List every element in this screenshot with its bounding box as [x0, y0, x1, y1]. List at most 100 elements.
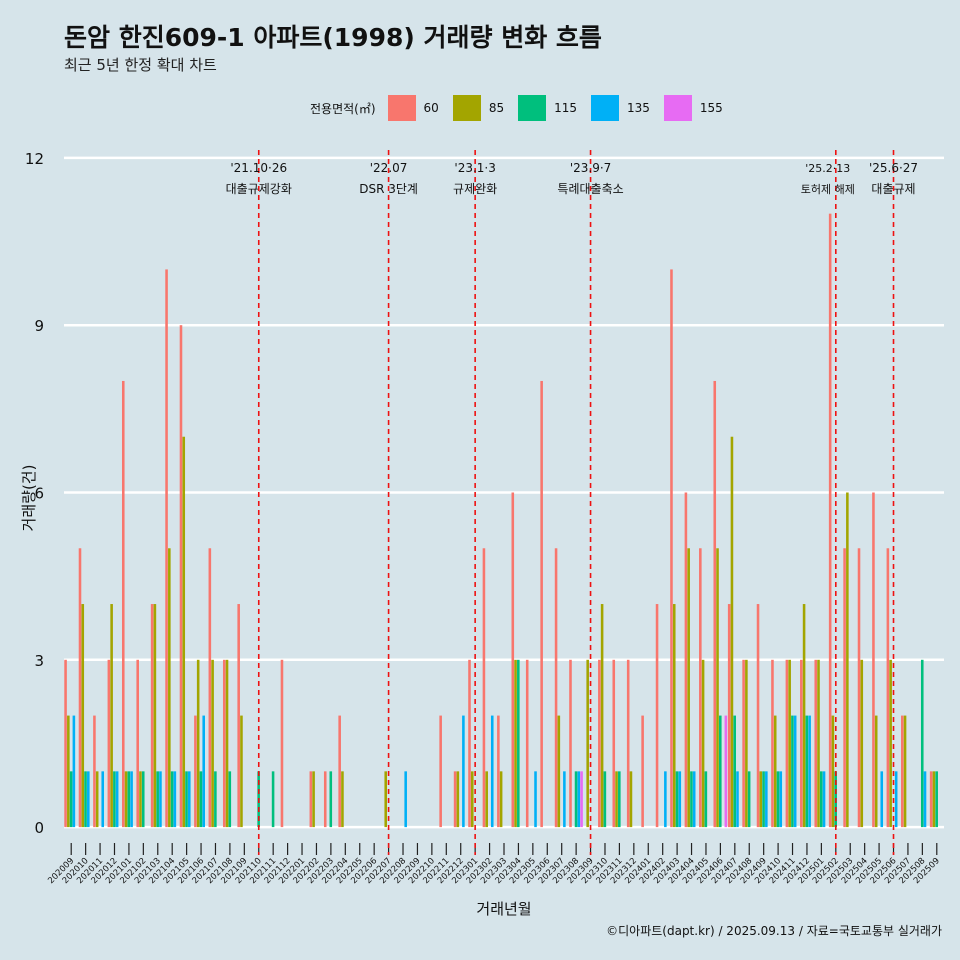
bar — [903, 715, 907, 828]
bar — [93, 715, 96, 828]
event-date: '23.1·3 — [454, 161, 495, 175]
bar — [110, 604, 113, 828]
bar — [580, 771, 583, 828]
event-date: '22.07 — [370, 161, 408, 175]
bar — [773, 715, 777, 828]
bar — [802, 604, 806, 828]
bar — [514, 659, 517, 828]
bar — [788, 659, 791, 828]
bar — [765, 771, 768, 828]
legend-label: 115 — [554, 101, 577, 115]
bar — [240, 715, 243, 828]
bar — [525, 659, 529, 828]
bar — [692, 771, 696, 828]
bar — [67, 715, 70, 828]
bar — [563, 771, 566, 828]
legend-swatch — [387, 95, 416, 121]
bar — [462, 715, 465, 828]
bar — [771, 659, 774, 828]
bar — [874, 715, 878, 828]
bar — [831, 715, 835, 828]
bar — [704, 771, 708, 828]
bar — [672, 604, 676, 828]
bar — [404, 771, 407, 828]
legend: 전용면적(㎡) 60 85 115 135 155 — [310, 94, 737, 122]
legend-item: 60 — [387, 95, 439, 121]
bar — [453, 771, 457, 828]
bar — [490, 715, 494, 828]
y-tick-label: 12 — [25, 150, 44, 168]
bar — [880, 771, 884, 828]
bar — [439, 715, 442, 828]
legend-swatch — [518, 95, 547, 121]
bar — [228, 771, 232, 828]
bar — [569, 659, 572, 828]
bar — [819, 771, 823, 828]
legend-title: 전용면적(㎡) — [310, 101, 376, 116]
y-tick-label: 9 — [34, 317, 44, 335]
bar — [185, 771, 188, 828]
bar — [577, 771, 581, 828]
bar — [932, 771, 936, 828]
bar — [482, 548, 486, 828]
bar — [237, 604, 240, 828]
y-tick-label: 3 — [34, 652, 44, 670]
bar — [629, 771, 633, 828]
event-label: 토허제 해제 — [801, 182, 855, 196]
bar — [670, 269, 673, 828]
event-label: DSR 3단계 — [359, 182, 418, 196]
bar — [554, 548, 558, 828]
bar — [808, 715, 811, 828]
bar — [843, 548, 846, 828]
bar — [603, 771, 607, 828]
bar — [312, 771, 315, 828]
bar — [280, 659, 284, 828]
bar — [69, 771, 73, 828]
bar — [701, 659, 705, 828]
bar — [733, 715, 737, 828]
bar — [115, 771, 119, 828]
bar — [736, 771, 739, 828]
bar — [173, 771, 177, 828]
y-axis-title: 거래량(건) — [20, 465, 38, 532]
legend-item: 155 — [663, 95, 723, 121]
bar — [188, 771, 191, 828]
bar — [724, 715, 728, 828]
chart-title: 돈암 한진609-1 아파트(1998) 거래량 변화 흐름 — [64, 23, 602, 52]
bar — [742, 659, 745, 828]
bar — [828, 213, 832, 828]
bar — [271, 771, 275, 828]
bar — [747, 771, 751, 828]
bar — [470, 771, 474, 828]
chart-subtitle: 최근 5년 한정 확대 차트 — [64, 56, 217, 74]
bar — [860, 659, 864, 828]
y-tick-label: 0 — [34, 819, 44, 837]
bar — [468, 659, 471, 828]
bar — [901, 715, 904, 828]
bar — [81, 604, 85, 828]
bar — [127, 771, 131, 828]
event-date: '25.2·13 — [805, 162, 850, 175]
bar — [540, 380, 543, 828]
legend-label: 85 — [488, 101, 505, 115]
x-axis-title: 거래년월 — [476, 900, 531, 918]
bar — [889, 659, 892, 828]
bar — [182, 436, 186, 828]
bar — [179, 325, 183, 828]
bar — [791, 715, 794, 828]
bar — [719, 715, 722, 828]
bar — [139, 771, 142, 828]
event-label: 대출규제강화 — [226, 182, 292, 196]
event-date: '21.10·26 — [230, 161, 287, 175]
bar — [678, 771, 682, 828]
bar — [202, 715, 206, 828]
bar — [687, 548, 690, 828]
bar — [800, 659, 803, 828]
bar — [113, 771, 116, 828]
bar — [586, 659, 589, 828]
bar — [194, 715, 197, 828]
bar — [456, 771, 460, 828]
event-date: '23.9·7 — [570, 161, 611, 175]
bar — [822, 771, 826, 828]
